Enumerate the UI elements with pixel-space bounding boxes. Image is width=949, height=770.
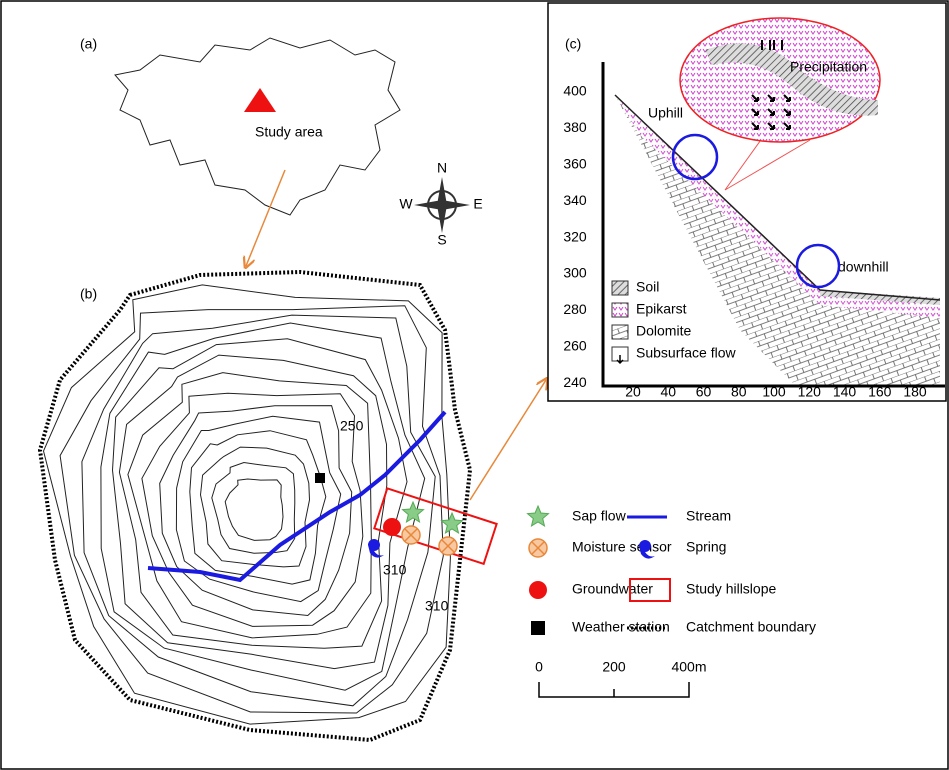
legend-groundwater [529, 581, 547, 599]
y-tick-label: 260 [563, 338, 587, 354]
y-tick-label: 240 [563, 374, 587, 390]
compass-letter: S [437, 232, 446, 248]
page: {"panel_a": {"label": "(a)", "site_label… [0, 0, 949, 770]
contour-label: 250 [340, 418, 364, 434]
x-tick-label: 160 [868, 384, 892, 400]
site-label: Study area [255, 124, 323, 140]
x-tick-label: 40 [660, 384, 676, 400]
contour-label: 310 [425, 598, 449, 614]
legend-label: Sap flow [572, 508, 627, 524]
compass-letter: N [437, 160, 447, 176]
legend-label: Catchment boundary [686, 619, 816, 635]
compass-letter: W [399, 196, 413, 212]
x-tick-label: 80 [731, 384, 747, 400]
legend-weather [531, 621, 545, 635]
contour-label: 310 [383, 562, 407, 578]
site-label: downhill [838, 259, 889, 275]
x-tick-label: 120 [798, 384, 822, 400]
scale-label: 200 [602, 659, 626, 675]
y-tick-label: 340 [563, 192, 587, 208]
callout-label: Precipitation [790, 59, 867, 75]
panel-label: (c) [565, 36, 581, 52]
compass-letter: E [473, 196, 482, 212]
scale-label: 400m [671, 659, 706, 675]
legend-label: Spring [686, 539, 726, 555]
y-tick-label: 300 [563, 265, 587, 281]
y-tick-label: 360 [563, 156, 587, 172]
site-label: Uphill [648, 105, 683, 121]
panel-label: (a) [80, 36, 97, 52]
legend-epikarst [612, 303, 628, 317]
legend-soil [612, 281, 628, 295]
x-tick-label: 100 [762, 384, 786, 400]
y-tick-label: 380 [563, 119, 587, 135]
y-tick-label: 400 [563, 83, 587, 99]
legend-label: Stream [686, 508, 731, 524]
y-tick-label: 320 [563, 228, 587, 244]
x-tick-label: 140 [833, 384, 857, 400]
weather-station [315, 473, 325, 483]
x-tick-label: 60 [696, 384, 712, 400]
y-tick-label: 280 [563, 301, 587, 317]
legend-label: Dolomite [636, 323, 691, 339]
panel-label: (b) [80, 286, 97, 302]
groundwater [383, 518, 401, 536]
legend-dolomite [612, 325, 628, 339]
figure: (a) Study area N S E W (b) 250 310 310 Sap flow Moi… [0, 0, 949, 770]
legend-label: Moisture sensor [572, 539, 672, 555]
legend-label: Soil [636, 279, 659, 295]
callout [680, 18, 880, 142]
legend-label: Subsurface flow [636, 345, 736, 361]
x-tick-label: 180 [903, 384, 927, 400]
legend-label: Groundwater [572, 581, 653, 597]
x-tick-label: 20 [625, 384, 641, 400]
legend-label: Study hillslope [686, 581, 776, 597]
scale-label: 0 [535, 659, 543, 675]
legend-label: Epikarst [636, 301, 687, 317]
